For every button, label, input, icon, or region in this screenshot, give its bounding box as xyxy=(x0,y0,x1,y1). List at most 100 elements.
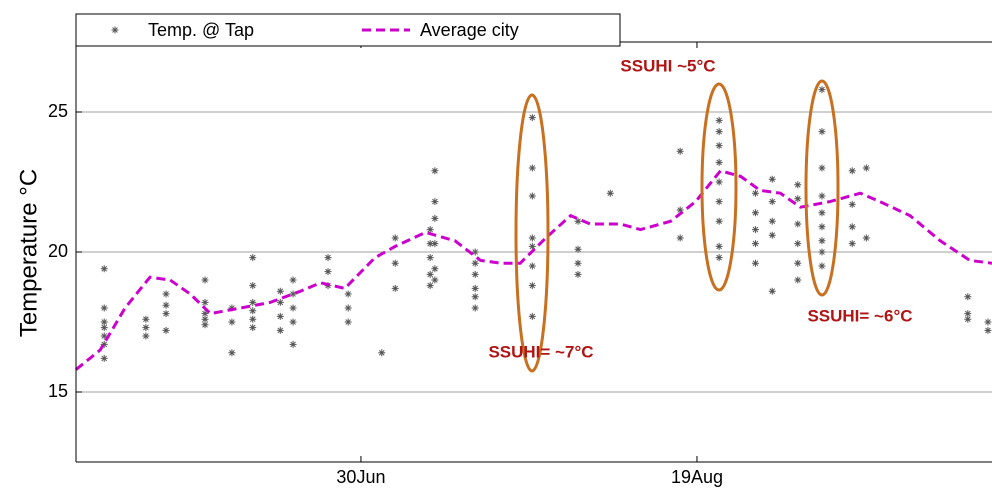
data-point xyxy=(528,312,536,320)
data-point xyxy=(431,214,439,222)
data-point xyxy=(676,147,684,155)
data-point xyxy=(324,254,332,262)
data-point xyxy=(528,192,536,200)
data-point xyxy=(818,262,826,270)
data-point xyxy=(574,270,582,278)
data-point xyxy=(162,310,170,318)
data-point xyxy=(201,315,209,323)
data-point xyxy=(751,189,759,197)
data-point xyxy=(574,217,582,225)
data-point xyxy=(818,248,826,256)
data-point xyxy=(249,254,257,262)
data-point xyxy=(289,340,297,348)
data-point xyxy=(162,301,170,309)
data-point xyxy=(528,282,536,290)
data-point xyxy=(324,268,332,276)
data-point xyxy=(426,226,434,234)
data-point xyxy=(201,298,209,306)
legend: Temp. @ Tap Average city xyxy=(75,13,621,47)
data-point xyxy=(471,248,479,256)
data-point xyxy=(818,223,826,231)
data-point xyxy=(391,259,399,267)
data-point xyxy=(862,164,870,172)
data-point xyxy=(818,164,826,172)
data-point xyxy=(751,226,759,234)
data-line xyxy=(75,169,992,371)
data-point xyxy=(794,220,802,228)
data-point xyxy=(768,175,776,183)
data-point xyxy=(818,86,826,94)
data-point xyxy=(715,254,723,262)
data-point xyxy=(344,290,352,298)
data-point xyxy=(201,276,209,284)
data-point xyxy=(100,318,108,326)
data-point xyxy=(768,231,776,239)
data-point xyxy=(715,198,723,206)
y-tick-label: 25 xyxy=(48,101,68,121)
data-point xyxy=(794,240,802,248)
data-point xyxy=(276,326,284,334)
data-point xyxy=(249,307,257,315)
data-point xyxy=(768,217,776,225)
data-point xyxy=(289,318,297,326)
annotation: SSUHI= ~6°C xyxy=(807,306,912,325)
data-point xyxy=(471,259,479,267)
data-point xyxy=(431,276,439,284)
data-point xyxy=(528,262,536,270)
data-point xyxy=(751,259,759,267)
data-point xyxy=(426,282,434,290)
data-point xyxy=(289,304,297,312)
data-point xyxy=(100,265,108,273)
data-point xyxy=(228,304,236,312)
data-point xyxy=(715,217,723,225)
data-point xyxy=(751,209,759,217)
data-point xyxy=(431,265,439,273)
data-point xyxy=(848,240,856,248)
data-point xyxy=(249,282,257,290)
data-point xyxy=(228,349,236,357)
data-point xyxy=(848,167,856,175)
data-point xyxy=(162,326,170,334)
data-point xyxy=(471,284,479,292)
data-point xyxy=(715,116,723,124)
data-point xyxy=(528,114,536,122)
x-tick-label: 30Jun xyxy=(336,467,385,487)
data-point xyxy=(471,293,479,301)
data-point xyxy=(426,254,434,262)
data-point xyxy=(794,259,802,267)
highlight-ellipse xyxy=(700,82,738,292)
data-point xyxy=(862,234,870,242)
plot-area xyxy=(75,86,992,393)
data-point xyxy=(344,304,352,312)
data-point xyxy=(142,332,150,340)
data-point xyxy=(794,276,802,284)
data-point xyxy=(818,192,826,200)
data-point xyxy=(984,318,992,326)
y-tick-label: 15 xyxy=(48,381,68,401)
data-point xyxy=(100,324,108,332)
data-point xyxy=(715,158,723,166)
y-tick-label: 20 xyxy=(48,241,68,261)
data-point xyxy=(818,128,826,136)
data-point xyxy=(471,304,479,312)
data-point xyxy=(391,234,399,242)
data-point xyxy=(768,198,776,206)
data-point xyxy=(100,332,108,340)
data-point xyxy=(848,200,856,208)
data-point xyxy=(751,240,759,248)
highlight-ellipse xyxy=(514,93,550,373)
data-point xyxy=(528,234,536,242)
data-point xyxy=(249,298,257,306)
data-point xyxy=(528,164,536,172)
data-point xyxy=(276,287,284,295)
data-point xyxy=(715,178,723,186)
data-point xyxy=(431,240,439,248)
data-point xyxy=(391,284,399,292)
data-point xyxy=(276,312,284,320)
data-point xyxy=(142,324,150,332)
data-point xyxy=(818,209,826,217)
data-point xyxy=(715,128,723,136)
data-point xyxy=(964,310,972,318)
data-point xyxy=(715,242,723,250)
